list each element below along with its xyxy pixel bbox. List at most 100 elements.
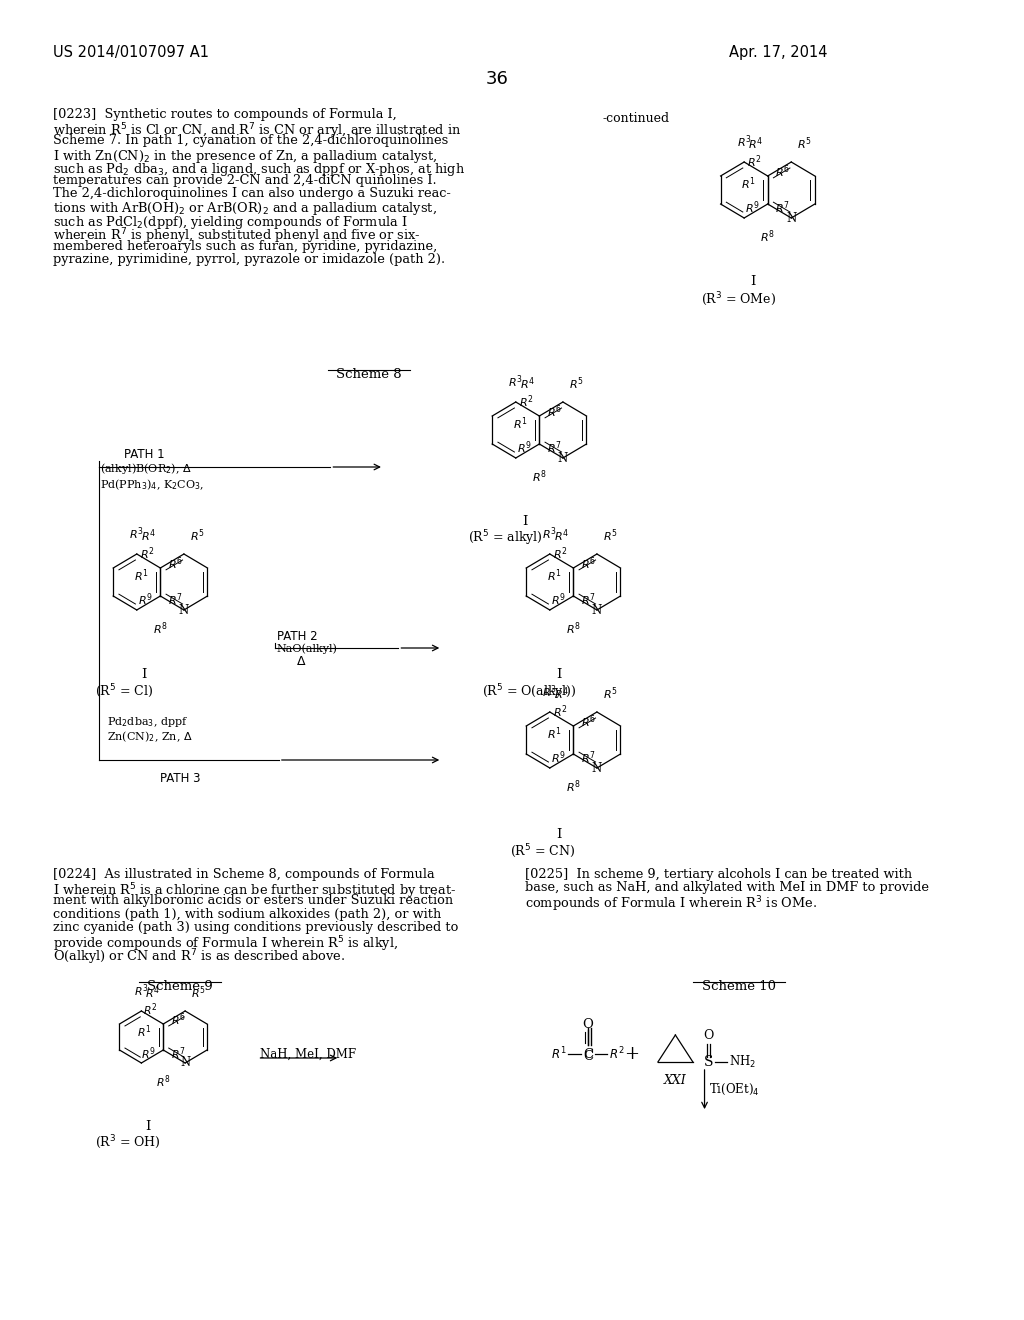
Text: Pd(PPh$_3$)$_4$, K$_2$CO$_3$,: Pd(PPh$_3$)$_4$, K$_2$CO$_3$, (100, 477, 205, 491)
Text: $R^2$: $R^2$ (553, 545, 567, 562)
Text: $R^5$: $R^5$ (603, 685, 617, 702)
Text: Scheme 10: Scheme 10 (701, 979, 775, 993)
Text: US 2014/0107097 A1: US 2014/0107097 A1 (53, 45, 210, 59)
Text: $R^9$: $R^9$ (517, 440, 531, 457)
Text: N: N (592, 762, 602, 775)
Text: (R$^5$ = Cl): (R$^5$ = Cl) (95, 682, 154, 700)
Text: XXI: XXI (664, 1074, 687, 1086)
Text: $R^1$: $R^1$ (547, 726, 562, 742)
Text: PATH 3: PATH 3 (161, 772, 201, 785)
Text: I: I (751, 275, 756, 288)
Text: $R^9$: $R^9$ (745, 199, 760, 216)
Text: NH$_2$: NH$_2$ (729, 1053, 756, 1071)
Text: $R^4$: $R^4$ (554, 528, 569, 544)
Text: $R^1$: $R^1$ (513, 416, 527, 433)
Text: I wherein R$^5$ is a chlorine can be further substituted by treat-: I wherein R$^5$ is a chlorine can be fur… (53, 882, 457, 900)
Text: $R^4$: $R^4$ (141, 528, 156, 544)
Text: The 2,4-dichloroquinolines I can also undergo a Suzuki reac-: The 2,4-dichloroquinolines I can also un… (53, 187, 452, 201)
Text: (R$^5$ = O(alkyl)): (R$^5$ = O(alkyl)) (482, 682, 577, 702)
Text: $R^8$: $R^8$ (760, 228, 775, 244)
Text: I: I (522, 515, 527, 528)
Text: (R$^3$ = OH): (R$^3$ = OH) (95, 1133, 161, 1151)
Text: [0223]  Synthetic routes to compounds of Formula I,: [0223] Synthetic routes to compounds of … (53, 108, 397, 121)
Text: Pd$_2$dba$_3$, dppf: Pd$_2$dba$_3$, dppf (106, 715, 188, 729)
Text: NaH, MeI, DMF: NaH, MeI, DMF (260, 1048, 356, 1061)
Text: [0225]  In scheme 9, tertiary alcohols I can be treated with: [0225] In scheme 9, tertiary alcohols I … (524, 869, 912, 880)
Text: O(alkyl) or CN and R$^7$ is as described above.: O(alkyl) or CN and R$^7$ is as described… (53, 948, 345, 966)
Text: $R^1$: $R^1$ (741, 176, 756, 193)
Text: such as PdCl$_2$(dppf), yielding compounds of Formula I: such as PdCl$_2$(dppf), yielding compoun… (53, 214, 409, 231)
Text: I: I (145, 1119, 151, 1133)
Text: provide compounds of Formula I wherein R$^5$ is alkyl,: provide compounds of Formula I wherein R… (53, 935, 398, 953)
Text: I: I (556, 668, 561, 681)
Text: $R^2$: $R^2$ (140, 545, 155, 562)
Text: $R^7$: $R^7$ (168, 591, 183, 609)
Text: (R$^5$ = CN): (R$^5$ = CN) (510, 842, 574, 859)
Text: N: N (592, 603, 602, 616)
Text: Apr. 17, 2014: Apr. 17, 2014 (729, 45, 827, 59)
Text: $R^7$: $R^7$ (171, 1045, 185, 1063)
Text: $R^3$: $R^3$ (129, 525, 144, 543)
Text: $R^6$: $R^6$ (582, 714, 596, 730)
Text: $R^5$: $R^5$ (797, 136, 812, 152)
Text: N: N (179, 603, 189, 616)
Text: base, such as NaH, and alkylated with MeI in DMF to provide: base, such as NaH, and alkylated with Me… (524, 882, 929, 894)
Text: +: + (625, 1045, 639, 1063)
Text: wherein R$^7$ is phenyl, substituted phenyl and five or six-: wherein R$^7$ is phenyl, substituted phe… (53, 227, 421, 247)
Text: S: S (703, 1055, 713, 1069)
Text: $R^6$: $R^6$ (168, 556, 183, 573)
Text: $R^1$: $R^1$ (137, 1024, 152, 1040)
Text: I: I (141, 668, 146, 681)
Text: $R^5$: $R^5$ (568, 375, 584, 392)
Text: $R^6$: $R^6$ (582, 556, 596, 573)
Text: C: C (583, 1048, 593, 1061)
Text: N: N (180, 1056, 190, 1069)
Text: wherein R$^5$ is Cl or CN, and R$^7$ is CN or aryl, are illustrated in: wherein R$^5$ is Cl or CN, and R$^7$ is … (53, 121, 462, 141)
Text: $R^1$: $R^1$ (547, 568, 562, 585)
Text: tions with ArB(OH)$_2$ or ArB(OR)$_2$ and a palladium catalyst,: tions with ArB(OH)$_2$ or ArB(OR)$_2$ an… (53, 201, 437, 218)
Text: $R^9$: $R^9$ (140, 1045, 156, 1063)
Text: $R^1$: $R^1$ (134, 568, 148, 585)
Text: $R^8$: $R^8$ (566, 777, 581, 795)
Text: (R$^5$ = alkyl): (R$^5$ = alkyl) (468, 528, 543, 548)
Text: (alkyl)B(OR$_2$), $\Delta$: (alkyl)B(OR$_2$), $\Delta$ (100, 461, 191, 477)
Text: PATH 1: PATH 1 (124, 447, 165, 461)
Text: $R^8$: $R^8$ (153, 620, 168, 636)
Text: $R^3$: $R^3$ (134, 982, 148, 999)
Text: $R^6$: $R^6$ (547, 404, 562, 420)
Text: Zn(CN)$_2$, Zn, $\Delta$: Zn(CN)$_2$, Zn, $\Delta$ (106, 729, 193, 743)
Text: O: O (583, 1018, 593, 1031)
Text: O: O (703, 1030, 714, 1041)
Text: such as Pd$_2$ dba$_3$, and a ligand, such as dppf or X-phos, at high: such as Pd$_2$ dba$_3$, and a ligand, su… (53, 161, 466, 178)
Text: membered heteroaryls such as furan, pyridine, pyridazine,: membered heteroaryls such as furan, pyri… (53, 240, 437, 253)
Text: C: C (583, 1049, 593, 1063)
Text: I with Zn(CN)$_2$ in the presence of Zn, a palladium catalyst,: I with Zn(CN)$_2$ in the presence of Zn,… (53, 148, 437, 165)
Text: $R^8$: $R^8$ (156, 1073, 171, 1089)
Text: $R^5$: $R^5$ (189, 528, 205, 544)
Text: temperatures can provide 2-CN and 2,4-diCN quinolines I.: temperatures can provide 2-CN and 2,4-di… (53, 174, 437, 187)
Text: $R^4$: $R^4$ (554, 685, 569, 702)
Text: pyrazine, pyrimidine, pyrrol, pyrazole or imidazole (path 2).: pyrazine, pyrimidine, pyrrol, pyrazole o… (53, 253, 445, 267)
Text: $\Delta$: $\Delta$ (296, 655, 307, 668)
Text: $R^9$: $R^9$ (137, 591, 153, 609)
Text: $R^4$: $R^4$ (520, 375, 536, 392)
Text: $R^1$: $R^1$ (551, 1045, 566, 1063)
Text: $R^2$: $R^2$ (609, 1045, 625, 1063)
Text: $R^7$: $R^7$ (582, 591, 596, 609)
Text: $R^8$: $R^8$ (531, 469, 547, 484)
Text: $R^3$: $R^3$ (543, 525, 557, 543)
Text: 36: 36 (486, 70, 509, 88)
Text: $R^3$: $R^3$ (543, 684, 557, 700)
Text: $R^3$: $R^3$ (508, 374, 523, 389)
Text: N: N (558, 451, 568, 465)
Text: -continued: -continued (602, 112, 670, 125)
Text: $R^2$: $R^2$ (748, 153, 762, 170)
Text: Scheme 9: Scheme 9 (146, 979, 213, 993)
Text: $R^4$: $R^4$ (145, 985, 160, 1001)
Text: Scheme 8: Scheme 8 (337, 368, 402, 381)
Text: $R^7$: $R^7$ (582, 750, 596, 767)
Text: $R^8$: $R^8$ (566, 620, 581, 636)
Text: $R^7$: $R^7$ (775, 199, 791, 216)
Text: N: N (786, 211, 797, 224)
Text: $R^5$: $R^5$ (603, 528, 617, 544)
